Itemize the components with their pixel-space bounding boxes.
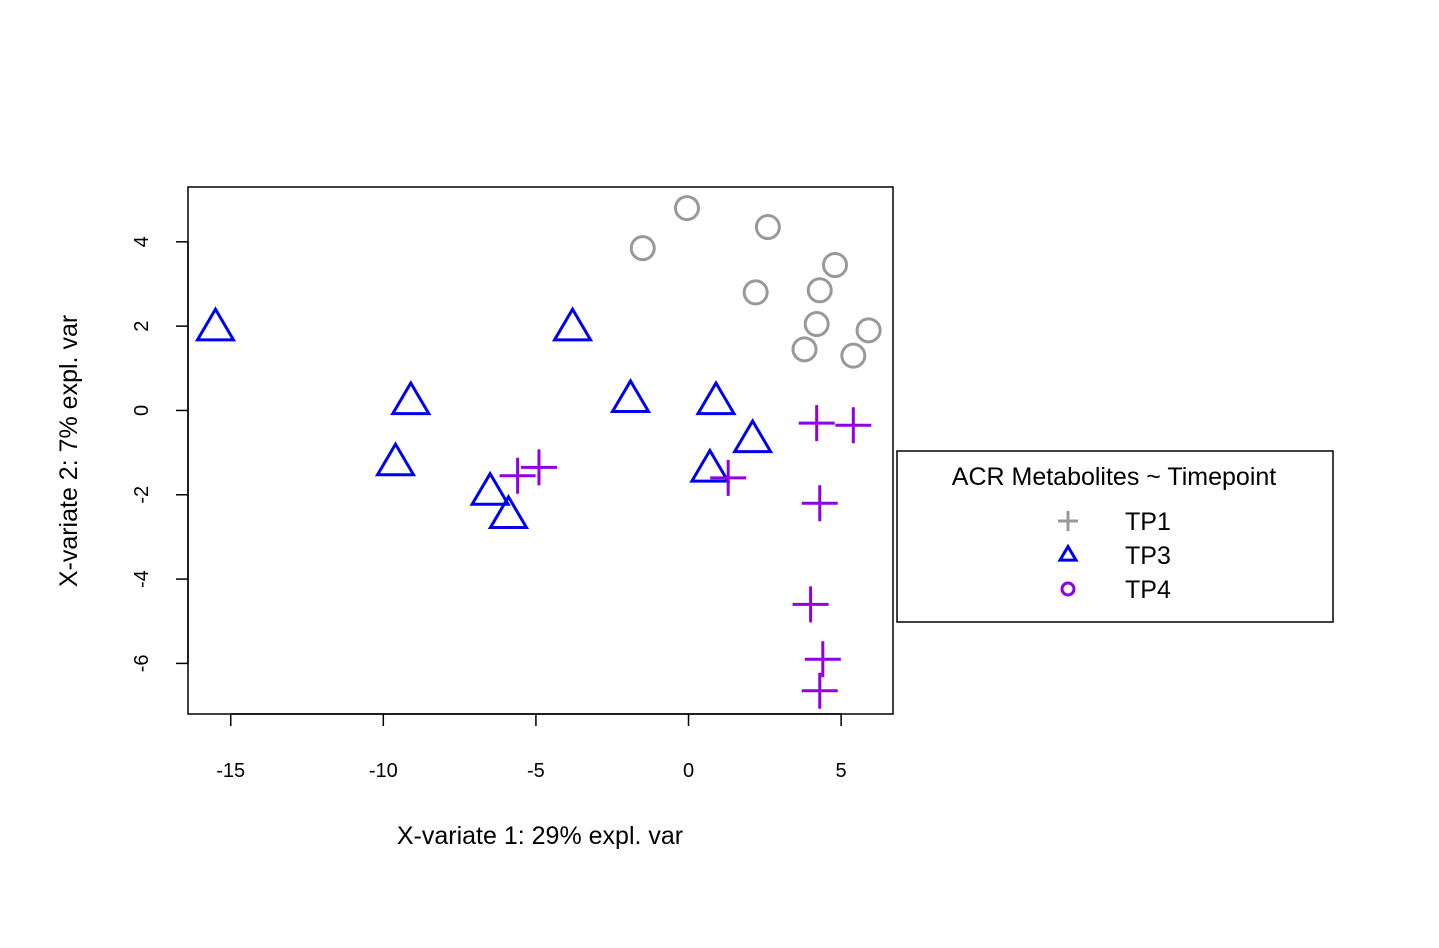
data-point-plus xyxy=(798,405,835,442)
legend-symbol-circle xyxy=(1060,581,1076,597)
data-point-triangle xyxy=(469,470,511,506)
data-point-plus xyxy=(792,586,829,623)
y-axis-label: X-variate 2: 7% expl. var xyxy=(55,315,83,587)
legend-symbol-triangle xyxy=(1057,543,1079,562)
data-point-plus xyxy=(520,449,557,486)
data-point-plus xyxy=(801,672,838,709)
data-point-circle xyxy=(629,235,656,262)
data-point-circle xyxy=(754,214,781,241)
y-tick-label: -6 xyxy=(131,655,153,673)
data-point-triangle xyxy=(390,380,432,416)
data-point-triangle xyxy=(689,447,731,483)
x-tick-label: -15 xyxy=(216,760,245,782)
x-tick-label: 0 xyxy=(683,760,694,782)
data-point-triangle xyxy=(609,377,652,414)
y-tick-label: 2 xyxy=(131,321,153,332)
legend: ACR Metabolites ~ Timepoint TP1 TP3 TP4 xyxy=(896,450,1334,623)
y-tick-label: 4 xyxy=(131,236,153,247)
data-points xyxy=(194,195,882,709)
data-point-plus xyxy=(710,459,747,496)
data-point-circle xyxy=(806,277,833,304)
data-point-circle xyxy=(803,311,830,338)
legend-label: TP4 xyxy=(1125,576,1171,604)
y-tick-label: 0 xyxy=(131,405,153,416)
data-point-circle xyxy=(742,279,769,306)
data-point-plus xyxy=(801,485,838,522)
legend-title: ACR Metabolites ~ Timepoint xyxy=(952,463,1277,491)
data-point-triangle xyxy=(194,306,237,342)
data-point-circle xyxy=(840,342,867,369)
data-point-plus xyxy=(804,641,841,678)
data-point-triangle xyxy=(731,418,774,454)
x-axis-label: X-variate 1: 29% expl. var xyxy=(397,822,683,850)
data-point-plus xyxy=(499,457,536,494)
data-point-triangle xyxy=(487,493,530,529)
y-tick-label: -4 xyxy=(131,570,153,588)
data-point-circle xyxy=(822,251,849,278)
data-point-triangle xyxy=(695,380,737,416)
data-point-triangle xyxy=(551,306,594,342)
legend-label: TP3 xyxy=(1125,542,1171,570)
legend-symbol-plus xyxy=(1058,511,1078,531)
legend-box xyxy=(896,450,1334,623)
data-point-circle xyxy=(791,336,818,363)
data-point-triangle xyxy=(374,441,417,477)
y-tick-label: -2 xyxy=(131,486,153,504)
x-axis: -15 -10 -5 0 5 xyxy=(216,713,847,782)
x-tick-label: 5 xyxy=(836,760,847,782)
y-axis: -6 -4 -2 0 2 4 xyxy=(131,236,189,673)
plot-frame xyxy=(187,186,894,715)
data-point-circle xyxy=(673,195,700,222)
x-tick-label: -5 xyxy=(527,760,545,782)
legend-entries: TP1 TP3 TP4 xyxy=(1057,508,1171,604)
data-point-plus xyxy=(835,407,872,444)
x-tick-label: -10 xyxy=(369,760,398,782)
data-point-circle xyxy=(855,317,882,344)
legend-label: TP1 xyxy=(1125,508,1171,536)
